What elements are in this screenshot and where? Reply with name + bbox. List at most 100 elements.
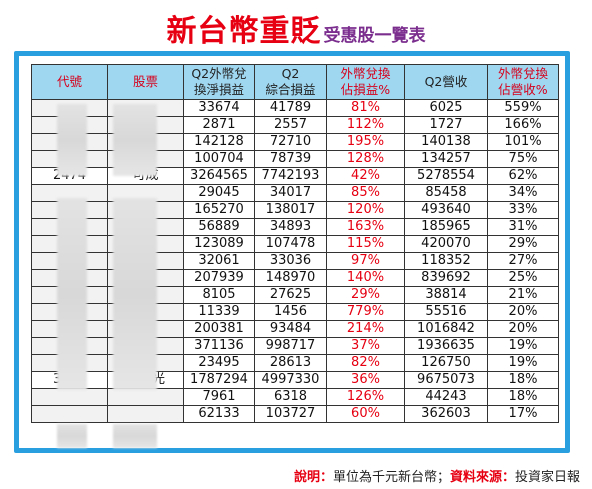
- column-header: 外幣兌換 佔營收%: [487, 64, 559, 100]
- column-header: 股票: [107, 64, 184, 100]
- total-profit-cell: 33036: [254, 252, 327, 270]
- fx-gain-cell: 8105: [183, 286, 255, 304]
- table-row: 142128 72710 195% 140138 101%: [31, 133, 559, 151]
- fx-pct-profit-cell: 115%: [326, 235, 405, 253]
- total-profit-cell: 41789: [254, 99, 327, 117]
- table-panel: 代號 股票 Q2外幣兌 換淨損益 Q2 綜合損益 外幣兌換 佔損益% Q2營收 外幣兌換 佔營收% …: [19, 56, 565, 448]
- redaction-blur-code-mid: [57, 198, 87, 390]
- revenue-cell: 5278554: [404, 167, 488, 185]
- table-row: 62133 103727 60% 362603 17%: [31, 405, 559, 423]
- table-row: 207939 148970 140% 839692 25%: [31, 269, 559, 287]
- revenue-cell: 420070: [404, 235, 488, 253]
- table-row: 11339 1456 779% 55516 20%: [31, 303, 559, 321]
- fx-pct-profit-cell: 81%: [326, 99, 405, 117]
- revenue-cell: 1016842: [404, 320, 488, 338]
- fx-gain-cell: 207939: [183, 269, 255, 287]
- fx-pct-revenue-cell: 20%: [487, 303, 559, 321]
- fx-gain-cell: 371136: [183, 337, 255, 355]
- column-header: 代號: [31, 64, 108, 100]
- column-header: Q2 綜合損益: [254, 64, 327, 100]
- revenue-cell: 55516: [404, 303, 488, 321]
- table-body: 33674 41789 81% 6025 559% 2871 2557 112% 1727 166…: [31, 99, 559, 423]
- note-text: 單位為千元新台幣；: [332, 470, 450, 485]
- fx-pct-profit-cell: 140%: [326, 269, 405, 287]
- fx-pct-revenue-cell: 166%: [487, 116, 559, 134]
- fx-gain-cell: 32061: [183, 252, 255, 270]
- column-header-line2: 換淨損益: [193, 82, 244, 97]
- total-profit-cell: 28613: [254, 354, 327, 372]
- fx-gain-cell: 56889: [183, 218, 255, 236]
- title-main: 新台幣重貶: [166, 14, 322, 49]
- column-header-line2: 佔營收%: [498, 82, 548, 97]
- table-row: 100704 78739 128% 134257 75%: [31, 150, 559, 168]
- fx-pct-revenue-cell: 21%: [487, 286, 559, 304]
- fx-pct-profit-cell: 97%: [326, 252, 405, 270]
- source-text: 投資家日報: [514, 470, 580, 485]
- fx-pct-profit-cell: 85%: [326, 184, 405, 202]
- total-profit-cell: 34017: [254, 184, 327, 202]
- fx-gain-cell: 100704: [183, 150, 255, 168]
- total-profit-cell: 1456: [254, 303, 327, 321]
- fx-pct-revenue-cell: 19%: [487, 354, 559, 372]
- total-profit-cell: 2557: [254, 116, 327, 134]
- fx-pct-profit-cell: 112%: [326, 116, 405, 134]
- redaction-blur-code-bottom: [57, 424, 87, 448]
- fx-pct-profit-cell: 128%: [326, 150, 405, 168]
- table-row: 123089 107478 115% 420070 29%: [31, 235, 559, 253]
- fx-pct-profit-cell: 195%: [326, 133, 405, 151]
- fx-gain-cell: 2871: [183, 116, 255, 134]
- fx-pct-revenue-cell: 101%: [487, 133, 559, 151]
- column-header-line1: 外幣兌換: [340, 66, 391, 81]
- fx-pct-revenue-cell: 19%: [487, 337, 559, 355]
- fx-pct-revenue-cell: 75%: [487, 150, 559, 168]
- total-profit-cell: 138017: [254, 201, 327, 219]
- fx-pct-profit-cell: 82%: [326, 354, 405, 372]
- table-row: 165270 138017 120% 493640 33%: [31, 201, 559, 219]
- column-header-line1: Q2營收: [424, 74, 468, 89]
- fx-pct-profit-cell: 126%: [326, 388, 405, 406]
- table-row: 32061 33036 97% 118352 27%: [31, 252, 559, 270]
- total-profit-cell: 7742193: [254, 167, 327, 185]
- column-header-line1: 股票: [132, 74, 158, 89]
- fx-pct-profit-cell: 29%: [326, 286, 405, 304]
- column-header-line1: Q2: [281, 66, 300, 81]
- table-row: 200381 93484 214% 1016842 20%: [31, 320, 559, 338]
- revenue-cell: 44243: [404, 388, 488, 406]
- total-profit-cell: 93484: [254, 320, 327, 338]
- column-header-line2: 佔損益%: [340, 82, 391, 97]
- fx-pct-revenue-cell: 31%: [487, 218, 559, 236]
- table-row: 371136 998717 37% 1936635 19%: [31, 337, 559, 355]
- fx-pct-revenue-cell: 25%: [487, 269, 559, 287]
- fx-gain-cell: 123089: [183, 235, 255, 253]
- total-profit-cell: 103727: [254, 405, 327, 423]
- fx-pct-revenue-cell: 20%: [487, 320, 559, 338]
- fx-gain-cell: 23495: [183, 354, 255, 372]
- fx-pct-revenue-cell: 18%: [487, 388, 559, 406]
- note-label: 說明：: [293, 470, 333, 485]
- fx-pct-revenue-cell: 559%: [487, 99, 559, 117]
- fx-pct-revenue-cell: 33%: [487, 201, 559, 219]
- stock-code-cell: [31, 388, 108, 406]
- fx-pct-profit-cell: 37%: [326, 337, 405, 355]
- table-row: 7961 6318 126% 44243 18%: [31, 388, 559, 406]
- table-row: 56889 34893 163% 185965 31%: [31, 218, 559, 236]
- fx-pct-profit-cell: 42%: [326, 167, 405, 185]
- redaction-blur-name-mid: [113, 198, 157, 390]
- fx-pct-revenue-cell: 18%: [487, 371, 559, 389]
- total-profit-cell: 4997330: [254, 371, 327, 389]
- fx-gain-cell: 29045: [183, 184, 255, 202]
- fx-pct-profit-cell: 120%: [326, 201, 405, 219]
- footnote: 說明：單位為千元新台幣；資料來源：投資家日報: [294, 466, 580, 485]
- column-header-line2: 綜合損益: [265, 82, 316, 97]
- revenue-cell: 85458: [404, 184, 488, 202]
- table-row: 2871 2557 112% 1727 166%: [31, 116, 559, 134]
- beneficiary-stocks-table: 代號 股票 Q2外幣兌 換淨損益 Q2 綜合損益 外幣兌換 佔損益% Q2營收 外幣兌換 佔營收% …: [31, 64, 559, 423]
- revenue-cell: 6025: [404, 99, 488, 117]
- total-profit-cell: 148970: [254, 269, 327, 287]
- fx-gain-cell: 3264565: [183, 167, 255, 185]
- table-row: 33674 41789 81% 6025 559%: [31, 99, 559, 117]
- revenue-cell: 493640: [404, 201, 488, 219]
- revenue-cell: 38814: [404, 286, 488, 304]
